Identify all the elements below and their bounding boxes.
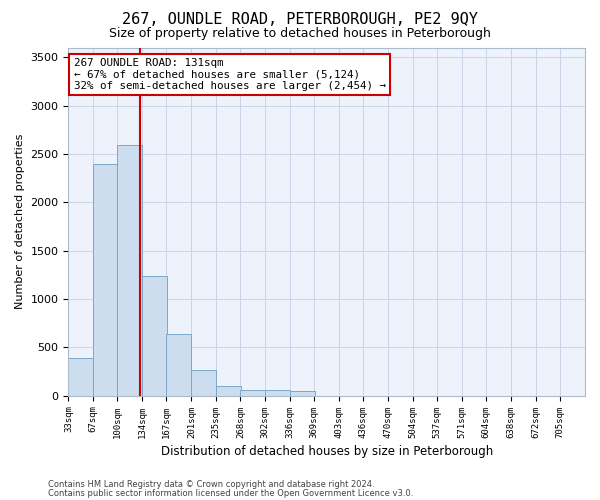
Bar [290, 391, 315, 396]
X-axis label: Distribution of detached houses by size in Peterborough: Distribution of detached houses by size … [161, 444, 493, 458]
Text: Contains public sector information licensed under the Open Government Licence v3: Contains public sector information licen… [48, 488, 413, 498]
Text: 267 OUNDLE ROAD: 131sqm
← 67% of detached houses are smaller (5,124)
32% of semi: 267 OUNDLE ROAD: 131sqm ← 67% of detache… [74, 58, 386, 91]
Text: Contains HM Land Registry data © Crown copyright and database right 2024.: Contains HM Land Registry data © Crown c… [48, 480, 374, 489]
Bar [142, 276, 167, 396]
Text: 267, OUNDLE ROAD, PETERBOROUGH, PE2 9QY: 267, OUNDLE ROAD, PETERBOROUGH, PE2 9QY [122, 12, 478, 28]
Bar [265, 390, 290, 396]
Bar [241, 390, 265, 396]
Y-axis label: Number of detached properties: Number of detached properties [15, 134, 25, 309]
Text: Size of property relative to detached houses in Peterborough: Size of property relative to detached ho… [109, 28, 491, 40]
Bar [191, 370, 216, 396]
Bar [118, 145, 142, 396]
Bar [166, 334, 191, 396]
Bar [216, 386, 241, 396]
Bar [93, 164, 118, 396]
Bar [68, 358, 93, 396]
